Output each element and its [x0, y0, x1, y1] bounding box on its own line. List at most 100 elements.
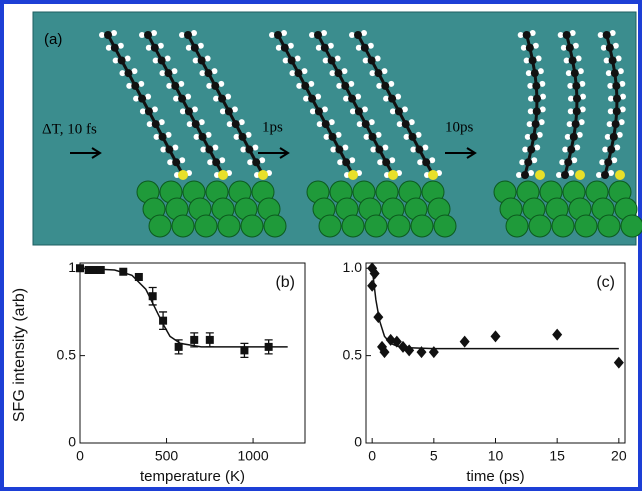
c-atom [348, 95, 356, 103]
s-atom [178, 170, 188, 180]
c-atom [381, 82, 389, 90]
atom-sphere [342, 215, 364, 237]
c-atom [341, 82, 349, 90]
c-atom [613, 95, 621, 103]
c-atom [368, 56, 376, 64]
c-atom [218, 95, 226, 103]
c-atom [124, 69, 132, 77]
figure: (a) ΔT, 10 fs 1ps 10ps SFG intensity (ar… [0, 0, 642, 491]
atom-sphere [552, 215, 574, 237]
x-tick-label: 15 [549, 448, 565, 464]
c-atom [561, 171, 569, 179]
c-atom [375, 146, 383, 154]
x-tick-label: 0 [368, 448, 376, 464]
c-atom [308, 95, 316, 103]
c-atom [571, 69, 579, 77]
c-atom [322, 120, 330, 128]
c-atom [521, 171, 529, 179]
c-atom [612, 120, 620, 128]
c-atom [409, 133, 417, 141]
c-atom [178, 95, 186, 103]
c-atom [205, 146, 213, 154]
c-atom [334, 69, 342, 77]
panel-label: (b) [275, 274, 295, 291]
x-tick-label: 10 [488, 448, 504, 464]
c-atom [145, 107, 153, 115]
c-atom [314, 31, 322, 39]
data-point [97, 266, 105, 274]
s-atom [535, 170, 545, 180]
data-point [190, 336, 198, 344]
x-tick-label: 0 [76, 448, 84, 464]
c-atom [335, 146, 343, 154]
c-atom [564, 158, 572, 166]
c-atom [607, 146, 615, 154]
c-atom [212, 158, 220, 166]
c-atom [198, 56, 206, 64]
c-atom [328, 56, 336, 64]
c-atom [321, 44, 329, 52]
c-atom [288, 56, 296, 64]
c-atom [533, 95, 541, 103]
c-atom [524, 158, 532, 166]
atom-sphere [218, 215, 240, 237]
atom-sphere [411, 215, 433, 237]
atom-sphere [319, 215, 341, 237]
c-atom [610, 133, 618, 141]
c-atom [111, 44, 119, 52]
x-axis-label: time (ps) [466, 468, 524, 485]
c-atom [603, 31, 611, 39]
data-point [119, 268, 127, 276]
c-atom [609, 56, 617, 64]
y-axis-label: SFG intensity (arb) [11, 288, 28, 422]
s-atom [388, 170, 398, 180]
c-atom [204, 69, 212, 77]
x-tick-label: 1000 [237, 448, 268, 464]
c-atom [526, 44, 534, 52]
c-atom [355, 107, 363, 115]
c-atom [191, 44, 199, 52]
c-atom [151, 44, 159, 52]
s-atom [348, 170, 358, 180]
data-point [90, 266, 98, 274]
c-atom [342, 158, 350, 166]
c-atom [572, 82, 580, 90]
c-atom [131, 82, 139, 90]
s-atom [615, 170, 625, 180]
c-atom [172, 158, 180, 166]
c-atom [531, 69, 539, 77]
s-atom [575, 170, 585, 180]
step-label: 10ps [445, 119, 474, 135]
c-atom [159, 133, 167, 141]
c-atom [252, 158, 260, 166]
step-label: ΔT, 10 fs [42, 121, 97, 137]
data-point [159, 317, 167, 325]
panel-a: (a) ΔT, 10 fs 1ps 10ps [33, 12, 642, 245]
c-atom [527, 146, 535, 154]
c-atom [185, 107, 193, 115]
c-atom [374, 69, 382, 77]
c-atom [523, 31, 531, 39]
atom-sphere [172, 215, 194, 237]
panel-label: (a) [44, 31, 62, 48]
c-atom [415, 146, 423, 154]
y-tick-label: 1.0 [343, 259, 363, 275]
atom-sphere [529, 215, 551, 237]
atom-sphere [575, 215, 597, 237]
c-atom [395, 107, 403, 115]
c-atom [118, 56, 126, 64]
c-atom [152, 120, 160, 128]
c-atom [533, 107, 541, 115]
c-atom [532, 82, 540, 90]
atom-sphere [149, 215, 171, 237]
c-atom [144, 31, 152, 39]
panel-label: (c) [596, 274, 615, 291]
y-tick-label: 0.5 [57, 346, 77, 362]
c-atom [165, 146, 173, 154]
c-atom [354, 31, 362, 39]
atom-sphere [195, 215, 217, 237]
y-tick-label: 0 [354, 434, 362, 450]
c-atom [211, 82, 219, 90]
c-atom [566, 44, 574, 52]
c-atom [382, 158, 390, 166]
